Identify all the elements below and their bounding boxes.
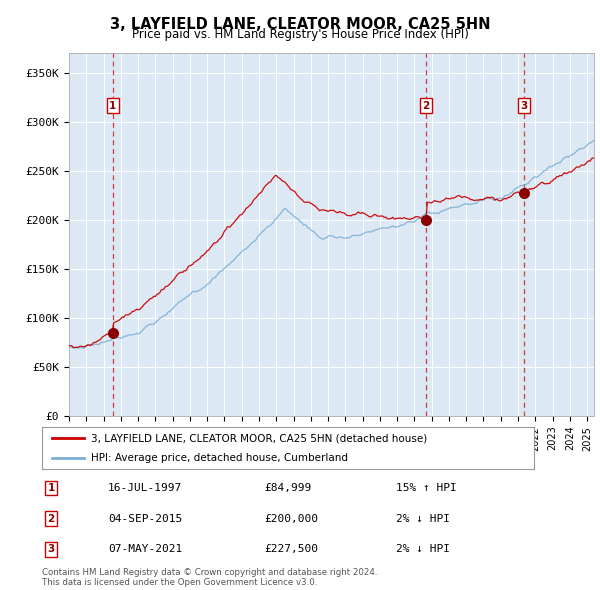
Text: HPI: Average price, detached house, Cumberland: HPI: Average price, detached house, Cumb… — [91, 454, 348, 463]
Text: Contains HM Land Registry data © Crown copyright and database right 2024.
This d: Contains HM Land Registry data © Crown c… — [42, 568, 377, 587]
Text: 04-SEP-2015: 04-SEP-2015 — [108, 514, 182, 523]
Text: 3, LAYFIELD LANE, CLEATOR MOOR, CA25 5HN (detached house): 3, LAYFIELD LANE, CLEATOR MOOR, CA25 5HN… — [91, 433, 427, 443]
Text: 2: 2 — [422, 101, 430, 111]
Text: 15% ↑ HPI: 15% ↑ HPI — [396, 483, 457, 493]
Text: 2% ↓ HPI: 2% ↓ HPI — [396, 545, 450, 554]
Text: 16-JUL-1997: 16-JUL-1997 — [108, 483, 182, 493]
Text: £84,999: £84,999 — [264, 483, 311, 493]
Text: 3: 3 — [47, 545, 55, 554]
Text: 3, LAYFIELD LANE, CLEATOR MOOR, CA25 5HN: 3, LAYFIELD LANE, CLEATOR MOOR, CA25 5HN — [110, 17, 490, 31]
Text: 07-MAY-2021: 07-MAY-2021 — [108, 545, 182, 554]
Text: 2% ↓ HPI: 2% ↓ HPI — [396, 514, 450, 523]
Text: £227,500: £227,500 — [264, 545, 318, 554]
Text: 1: 1 — [47, 483, 55, 493]
Text: 3: 3 — [520, 101, 527, 111]
Text: 2: 2 — [47, 514, 55, 523]
Text: £200,000: £200,000 — [264, 514, 318, 523]
Text: Price paid vs. HM Land Registry's House Price Index (HPI): Price paid vs. HM Land Registry's House … — [131, 28, 469, 41]
Text: 1: 1 — [109, 101, 116, 111]
